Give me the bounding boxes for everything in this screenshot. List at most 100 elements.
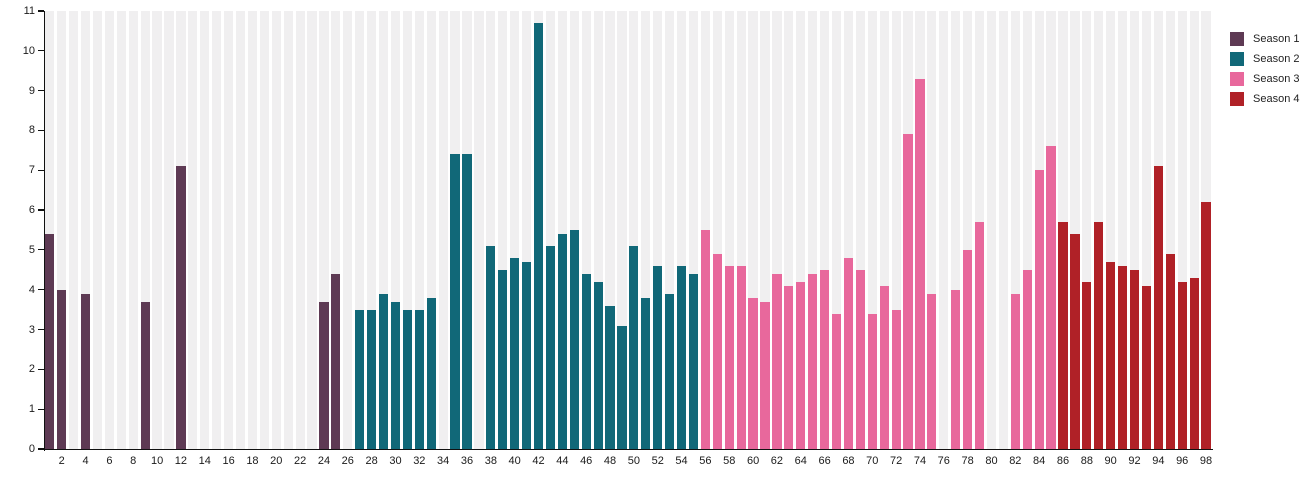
slot-band	[963, 11, 973, 449]
slot-band	[80, 11, 91, 449]
y-tick-mark	[37, 90, 44, 92]
bar-season-1-ep4	[80, 293, 91, 449]
bar-season-4-ep97	[1189, 277, 1199, 449]
bar-season-3-ep62	[772, 273, 782, 449]
slot-band	[343, 11, 353, 449]
bar-season-3-ep78	[963, 249, 973, 449]
slot-band	[867, 11, 877, 449]
slot-band	[724, 11, 734, 449]
slot-band	[927, 11, 937, 449]
slot-band	[665, 11, 675, 449]
y-tick-label: 0	[28, 443, 35, 455]
bar-season-4-ep94	[1153, 166, 1163, 449]
x-tick-label: 72	[889, 455, 903, 467]
y-tick-mark	[37, 328, 44, 331]
slot-band	[1106, 11, 1116, 449]
slot-band	[152, 11, 162, 449]
bar-season-4-ep95	[1165, 253, 1175, 449]
y-tick-label: 5	[28, 243, 35, 256]
bar-season-1-ep25	[331, 273, 341, 449]
x-tick-label: 2	[58, 455, 65, 467]
x-tick-label: 36	[460, 455, 474, 467]
x-tick-label: 14	[198, 455, 211, 467]
slot-band	[688, 11, 699, 449]
slot-band	[951, 11, 961, 449]
slot-band	[986, 11, 997, 449]
slot-band	[855, 11, 865, 449]
slot-band	[438, 11, 448, 449]
bar-season-3-ep66	[820, 269, 830, 449]
slot-band	[128, 11, 138, 449]
bar-season-4-ep98	[1201, 202, 1211, 449]
bar-season-4-ep87	[1070, 233, 1080, 449]
slot-band	[92, 11, 103, 449]
bar-season-2-ep49	[617, 325, 627, 449]
bar-season-2-ep30	[390, 301, 401, 449]
slot-band	[581, 11, 591, 449]
x-tick-label: 26	[341, 455, 354, 467]
slot-band	[712, 11, 722, 449]
bar-season-3-ep68	[843, 257, 854, 449]
slot-band	[247, 11, 258, 449]
slot-band	[271, 11, 281, 449]
bar-season-1-ep12	[176, 166, 186, 449]
bar-season-4-ep92	[1129, 269, 1140, 449]
bar-season-3-ep61	[760, 301, 770, 449]
y-tick-mark	[37, 368, 44, 370]
bar-season-3-ep74	[915, 78, 925, 449]
slot-band	[57, 11, 67, 449]
slot-band	[474, 11, 484, 449]
slot-band	[820, 11, 830, 449]
bar-season-4-ep93	[1141, 285, 1152, 449]
y-tick-mark	[37, 209, 44, 211]
slot-band	[367, 11, 377, 449]
bar-season-3-ep84	[1034, 170, 1044, 449]
x-tick-label: 60	[746, 455, 760, 467]
slot-band	[212, 11, 222, 449]
x-tick-label: 50	[627, 455, 640, 467]
slot-band	[891, 11, 901, 449]
slot-band	[617, 11, 627, 449]
x-tick-label: 22	[293, 455, 307, 467]
slot-band	[939, 11, 949, 449]
bar-season-2-ep45	[569, 230, 579, 449]
x-tick-label: 70	[866, 455, 879, 467]
bar-season-3-ep60	[748, 297, 758, 449]
slot-band	[402, 11, 412, 449]
x-tick-label: 74	[913, 455, 927, 467]
slot-band	[843, 11, 854, 449]
legend-item-season-2: Season 2	[1230, 52, 1299, 66]
x-tick-label: 16	[222, 455, 235, 467]
bar-season-4-ep96	[1177, 281, 1187, 449]
x-tick-label: 84	[1033, 455, 1046, 467]
x-tick-label: 24	[317, 455, 331, 467]
slot-band	[629, 11, 639, 449]
bar-season-2-ep48	[605, 305, 615, 449]
y-tick-label: 1	[28, 403, 35, 416]
x-tick-label: 40	[508, 455, 521, 467]
x-tick-label: 54	[675, 455, 688, 467]
slot-band	[557, 11, 567, 449]
bar-season-3-ep73	[903, 134, 913, 449]
x-tick-label: 82	[1009, 455, 1022, 467]
legend-label: Season 3	[1253, 73, 1300, 85]
legend-item-season-4: Season 4	[1230, 92, 1299, 106]
bar-season-2-ep50	[629, 245, 639, 449]
x-tick-label: 8	[130, 455, 137, 467]
slot-band	[1177, 11, 1187, 449]
bar-season-1-ep1	[45, 233, 55, 449]
bar-season-1-ep2	[57, 289, 67, 449]
legend-item-season-1: Season 1	[1230, 32, 1299, 46]
bar-season-3-ep63	[784, 285, 794, 449]
bar-season-3-ep79	[974, 222, 985, 449]
y-tick-mark	[37, 408, 44, 410]
x-tick-label: 62	[770, 455, 784, 467]
x-tick-label: 10	[150, 455, 164, 467]
x-tick-label: 92	[1128, 455, 1141, 467]
slot-band	[1070, 11, 1080, 449]
bar-season-2-ep52	[653, 265, 663, 449]
bar-season-3-ep67	[831, 313, 842, 449]
bar-season-2-ep42	[533, 22, 544, 449]
slot-band	[760, 11, 770, 449]
y-tick-label: 10	[22, 44, 35, 57]
